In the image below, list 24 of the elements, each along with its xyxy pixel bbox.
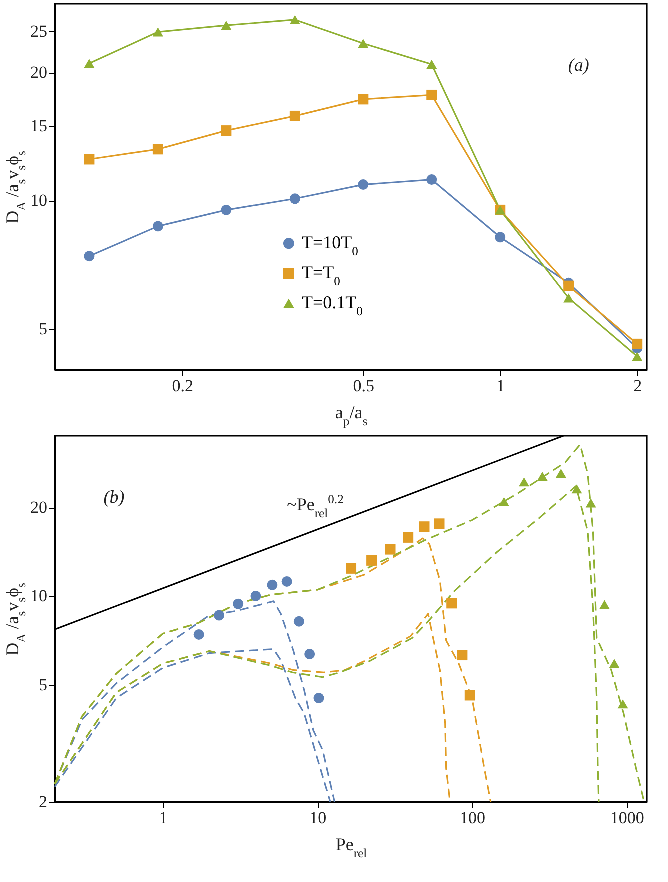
y-tick-label: 20 bbox=[30, 498, 48, 518]
y-tick-label: 10 bbox=[30, 191, 48, 210]
x-axis-title: a$_{p}$/a$_{s}$ bbox=[335, 402, 368, 428]
y-tick-label: 2 bbox=[39, 792, 48, 812]
x-tick-label: 1 bbox=[159, 808, 168, 828]
legend-label: T=0.1T$_{0}$ bbox=[302, 292, 363, 319]
y-tick-label: 10 bbox=[30, 586, 48, 606]
x-tick-label: 2 bbox=[634, 376, 642, 396]
legend-label: T=T$_{0}$ bbox=[302, 262, 340, 289]
x-axis-title: Pe$_{rel}$ bbox=[336, 834, 368, 860]
x-tick-label: 0.2 bbox=[172, 376, 194, 396]
y-tick-label: 20 bbox=[30, 63, 48, 82]
x-tick-label: 1000 bbox=[610, 808, 644, 828]
y-tick-label: 15 bbox=[30, 116, 48, 136]
x-tick-label: 100 bbox=[460, 808, 486, 828]
y-tick-label: 5 bbox=[39, 319, 48, 338]
annotation: (a) bbox=[568, 55, 590, 76]
y-tick-label: 25 bbox=[30, 22, 48, 41]
x-tick-label: 10 bbox=[310, 808, 327, 828]
y-tick-label: 5 bbox=[39, 675, 48, 694]
x-tick-label: 1 bbox=[496, 376, 506, 396]
x-tick-label: 0.5 bbox=[353, 376, 375, 396]
legend-label: T=10T$_{0}$ bbox=[302, 232, 358, 259]
annotation: (b) bbox=[104, 487, 125, 508]
